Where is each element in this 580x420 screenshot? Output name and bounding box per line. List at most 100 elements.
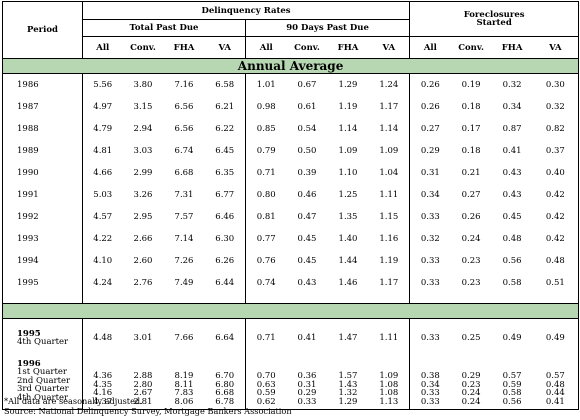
- value-cell: 0.30: [532, 73, 580, 96]
- value-cell: 6.77: [204, 183, 246, 206]
- value-cell: 0.48: [532, 249, 580, 272]
- value-cell: 0.48: [502, 233, 522, 244]
- value-cell: 0.79: [256, 145, 276, 156]
- value-cell: 0.29: [420, 145, 440, 156]
- value-cell: 1.29: [338, 79, 358, 90]
- value-cell: 6.26: [204, 249, 246, 272]
- table-row: 1992 4.57 2.95 7.57 6.46 0.81 0.47 1.35 1.15 0.33…: [2, 205, 580, 228]
- value-cell: 7.16: [174, 79, 194, 90]
- table-row: 1988 4.79 2.94 6.56 6.22 0.85 0.54 1.14 1.14 0.27…: [2, 117, 580, 140]
- value-cell: 0.23: [461, 255, 481, 266]
- value-cell: 1.25: [338, 189, 358, 200]
- value-cell: 6.58: [204, 73, 246, 96]
- value-cell: 0.51: [532, 271, 580, 294]
- value-cell: 2.60: [133, 255, 153, 266]
- period-cell: 1988: [2, 117, 83, 140]
- period-quarters: 1st Quarter 2nd Quarter 3rd Quarter 4th …: [17, 367, 71, 403]
- table-row: 1991 5.03 3.26 7.31 6.77 0.80 0.46 1.25 1.11 0.34…: [2, 183, 580, 206]
- value-cell: 0.21: [461, 167, 481, 178]
- value-cell: 4.36 4.35 4.16 4.37: [82, 357, 123, 410]
- period-cell: 1993: [2, 227, 83, 250]
- value-cell: 0.43: [502, 189, 522, 200]
- col-header: VA: [204, 36, 246, 59]
- value-cell: 0.23: [461, 277, 481, 288]
- value-cell: 3.01: [133, 333, 153, 344]
- value-cell: 5.56: [93, 79, 113, 90]
- table-row: 1987 4.97 3.15 6.56 6.21 0.98 0.61 1.19 1.17 0.26…: [2, 95, 580, 118]
- value-cell: 0.36 0.31 0.29 0.33: [286, 357, 328, 410]
- value-cell: 7.66: [174, 333, 194, 344]
- value-cell: 7.14: [174, 233, 194, 244]
- value-cell: 0.37: [532, 139, 580, 162]
- value-cell: 4.22: [93, 233, 113, 244]
- value-cell: 0.39: [297, 167, 317, 178]
- value-cell: 0.27: [420, 123, 440, 134]
- value-cell: 0.54: [297, 123, 317, 134]
- value-cell: 2.94: [133, 123, 153, 134]
- value-cell: 0.42: [532, 227, 580, 250]
- value-cell: 4.10: [93, 255, 113, 266]
- total-past-due-header: Total Past Due: [82, 19, 246, 37]
- value-cell: 6.44: [204, 271, 246, 294]
- value-cell: 0.19: [461, 79, 481, 90]
- table-row: 1993 4.22 2.66 7.14 6.30 0.77 0.45 1.40 1.16 0.32…: [2, 227, 580, 250]
- value-cell: 4.24: [93, 277, 113, 288]
- foreclosures-header: Foreclosures Started: [409, 1, 580, 37]
- period-cell: 1996 1st Quarter 2nd Quarter 3rd Quarter…: [2, 357, 83, 410]
- col-header: FHA: [163, 36, 205, 59]
- value-cell: 0.47: [297, 211, 317, 222]
- table-row-1996-quarters: 1996 1st Quarter 2nd Quarter 3rd Quarter…: [2, 357, 580, 410]
- col-header: Conv.: [286, 36, 328, 59]
- footnote-seasonal: *All data are seasonally adjusted.: [4, 396, 143, 406]
- value-cell: 5.03: [93, 189, 113, 200]
- value-cell: 0.42: [532, 183, 580, 206]
- value-cell: 0.42: [532, 205, 580, 228]
- value-cell: 0.33: [420, 277, 440, 288]
- value-cell: 0.85: [256, 123, 276, 134]
- col-header: FHA: [491, 36, 533, 59]
- annual-average-band: Annual Average: [1, 58, 580, 74]
- value-cell: 4.79: [93, 123, 113, 134]
- period-year: 1996: [17, 358, 41, 369]
- value-cell: 0.43: [502, 167, 522, 178]
- table-row-1995-q4: 1995 4th Quarter 4.48 3.01 7.66 6.64 0.7…: [2, 318, 580, 358]
- value-cell: 0.87: [502, 123, 522, 134]
- value-cell: 0.49: [502, 333, 522, 344]
- value-cell: 0.25: [461, 333, 481, 344]
- value-cell: 1.11: [368, 183, 411, 206]
- value-cell: 1.35: [338, 211, 358, 222]
- value-cell: 1.09: [368, 139, 411, 162]
- value-cell: 0.67: [297, 79, 317, 90]
- value-cell: 0.82: [532, 117, 580, 140]
- value-cell: 2.95: [133, 211, 153, 222]
- value-cell: 6.35: [204, 161, 246, 184]
- value-cell: 6.70 6.80 6.68 6.78: [204, 357, 246, 410]
- value-cell: 1.24: [368, 73, 411, 96]
- value-cell: 0.40: [532, 161, 580, 184]
- value-cell: 2.88 2.80 2.67 2.81: [122, 357, 164, 410]
- value-cell: 0.18: [461, 145, 481, 156]
- value-cell: 0.32: [420, 233, 440, 244]
- value-cell: 0.33: [420, 255, 440, 266]
- value-cell: 6.56: [174, 101, 194, 112]
- value-cell: 1.19: [368, 249, 411, 272]
- col-header: VA: [368, 36, 411, 59]
- value-cell: 1.10: [338, 167, 358, 178]
- value-cell: 1.44: [338, 255, 358, 266]
- value-cell: 7.26: [174, 255, 194, 266]
- value-cell: 7.31: [174, 189, 194, 200]
- value-cell: 1.19: [338, 101, 358, 112]
- period-cell: 1995 4th Quarter: [2, 318, 83, 358]
- col-header: All: [409, 36, 451, 59]
- value-cell: 0.61: [297, 101, 317, 112]
- value-cell: 0.29 0.23 0.24 0.24: [450, 357, 492, 410]
- value-cell: 0.31: [420, 167, 440, 178]
- value-cell: 0.49: [532, 318, 580, 358]
- value-cell: 1.17: [368, 271, 411, 294]
- footnote-source: Source: National Delinquency Survey, Mor…: [4, 406, 292, 416]
- value-cell: 0.45: [297, 233, 317, 244]
- value-cell: 4.48: [93, 333, 113, 344]
- period-cell: 1987: [2, 95, 83, 118]
- period-cell: 1990: [2, 161, 83, 184]
- value-cell: 1.09: [338, 145, 358, 156]
